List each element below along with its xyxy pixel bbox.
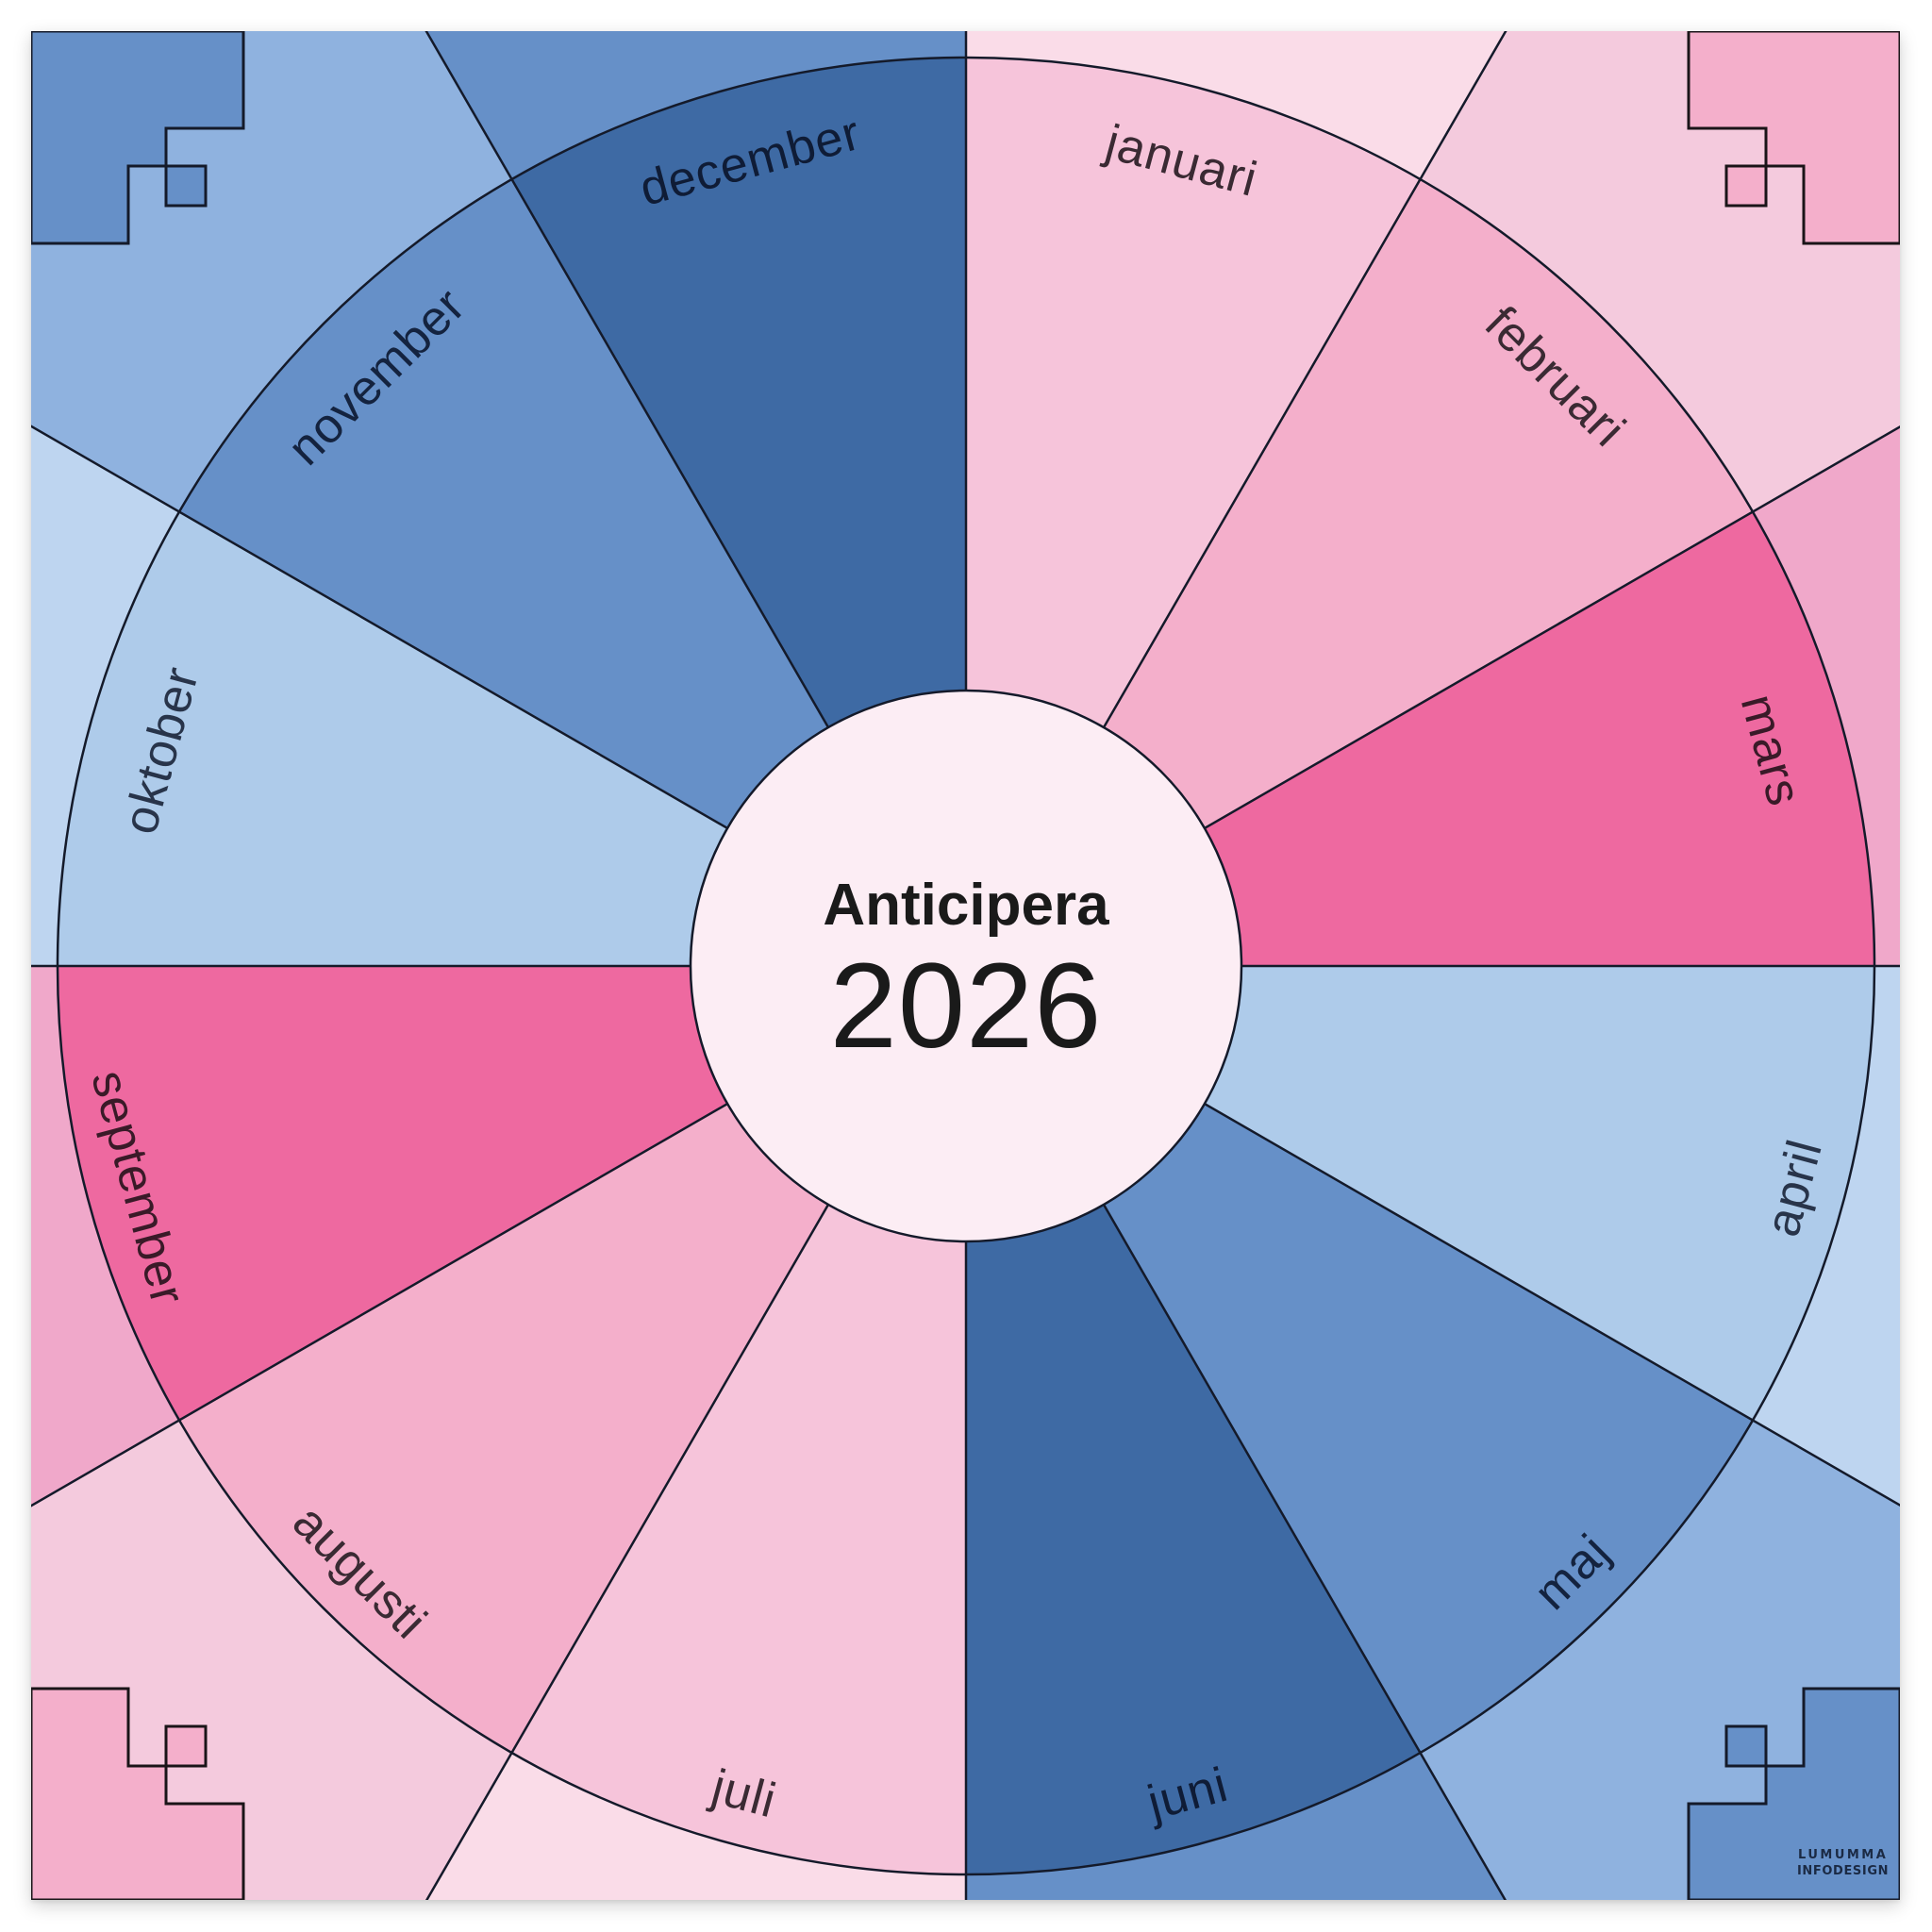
corner-square-top-right [1724,164,1768,208]
month-wedge-maj [966,966,1753,1753]
poster-title: Anticipera [823,873,1109,938]
corner-square-bottom-left [164,1724,208,1768]
year-ring-outline [56,56,1876,1876]
month-wedge-november [179,179,967,967]
corner-square-top-left [164,164,208,208]
month-wedge-augusti [179,966,967,1753]
poster-year: 2026 [830,939,1103,1074]
month-wedge-februari [966,179,1753,967]
corner-motifs [31,31,1900,1900]
brand-line-1: LUMUMMA [1798,1848,1888,1862]
center-disc [689,689,1243,1243]
corner-square-bottom-right [1724,1724,1768,1768]
brand-line-2: INFODESIGN [1797,1864,1889,1878]
